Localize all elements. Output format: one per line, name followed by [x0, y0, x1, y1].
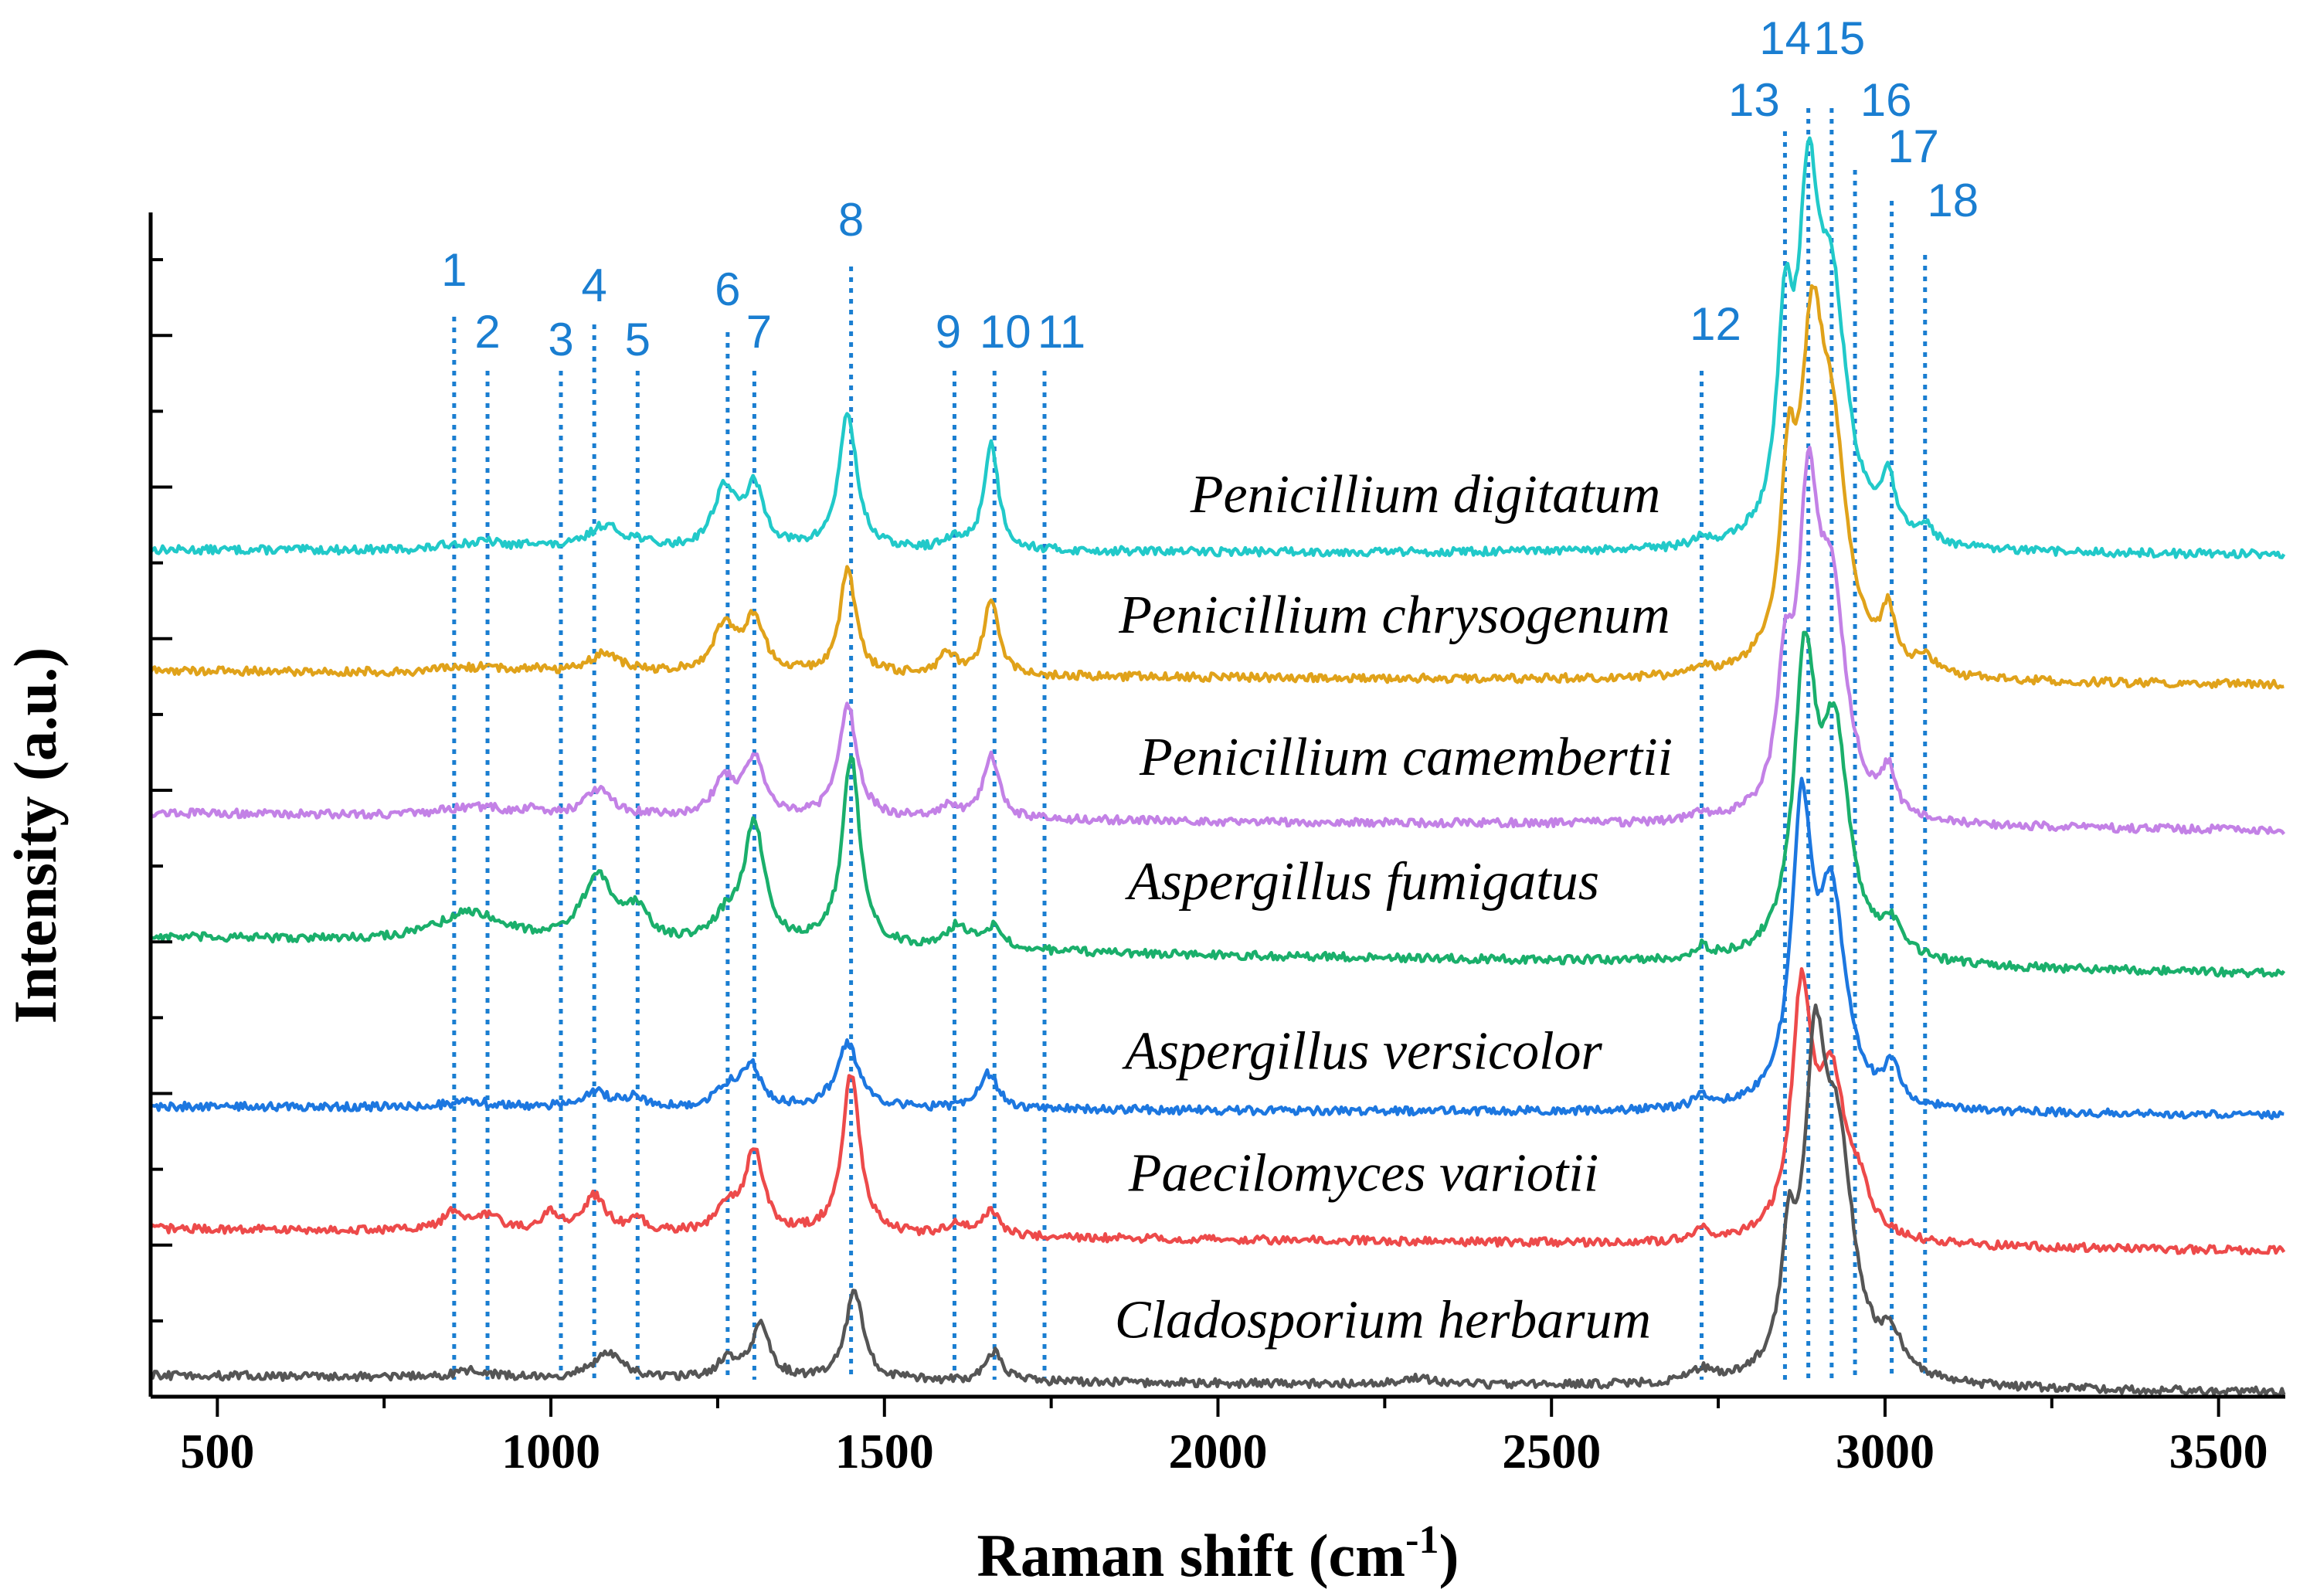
series-label: Aspergillus fumigatus [1125, 852, 1599, 912]
x-tick-label: 1000 [501, 1424, 600, 1479]
series-label: Penicillium chrysogenum [1118, 586, 1670, 645]
peak-marker-label: 9 [936, 306, 961, 358]
peak-marker-label: 12 [1690, 298, 1741, 350]
series-label-layer: Penicillium digitatum Penicillium chrysog… [1115, 465, 1673, 1350]
x-tick-label: 3500 [2169, 1424, 2268, 1479]
peak-marker-label: 6 [715, 263, 740, 315]
peak-marker-label: 14 [1759, 12, 1811, 64]
series-label: Penicillium camembertii [1139, 728, 1673, 787]
series-line [148, 1003, 2286, 1397]
x-axis-title: Raman shift (cm-1) [977, 1518, 1459, 1589]
series-label: Penicillium digitatum [1190, 465, 1661, 525]
peak-marker-label: 11 [1038, 306, 1085, 358]
x-tick-label: 500 [180, 1424, 254, 1479]
peak-marker-label: 2 [474, 306, 500, 358]
x-tick-label: 2500 [1502, 1424, 1601, 1479]
axes-layer: 500 1000 1500 2000 2500 3000 3500 [148, 212, 2285, 1479]
series-line [149, 630, 2286, 979]
series-line [149, 966, 2286, 1256]
peak-marker-label: 3 [548, 314, 573, 365]
series-label: Aspergillus versicolor [1122, 1021, 1602, 1081]
peak-marker-label: 1 [441, 244, 467, 296]
series-label: Paecilomyces variotii [1128, 1143, 1598, 1203]
peak-marker-label: 16 [1860, 74, 1912, 126]
series-layer [148, 136, 2286, 1397]
peak-marker-label: 18 [1927, 175, 1979, 226]
series-line [149, 445, 2286, 836]
x-tick-label: 2000 [1169, 1424, 1268, 1479]
peak-marker-label: 4 [581, 260, 606, 311]
peak-marker-label: 13 [1728, 74, 1780, 126]
series-line [149, 136, 2286, 560]
series-label: Cladosporium herbarum [1115, 1290, 1651, 1350]
peak-marker-label: 5 [625, 314, 651, 365]
series-line [150, 776, 2285, 1120]
x-tick-label: 1500 [835, 1424, 934, 1479]
series-line [149, 284, 2285, 690]
peak-marker-label: 8 [838, 194, 864, 246]
y-axis-title: Intensity (a.u.) [2, 647, 69, 1024]
x-tick-label: 3000 [1836, 1424, 1935, 1479]
peak-marker-label: 15 [1813, 12, 1865, 64]
peak-marker-label: 17 [1887, 121, 1939, 172]
peak-marker-label: 7 [746, 306, 772, 358]
peak-marker-label: 10 [980, 306, 1031, 358]
